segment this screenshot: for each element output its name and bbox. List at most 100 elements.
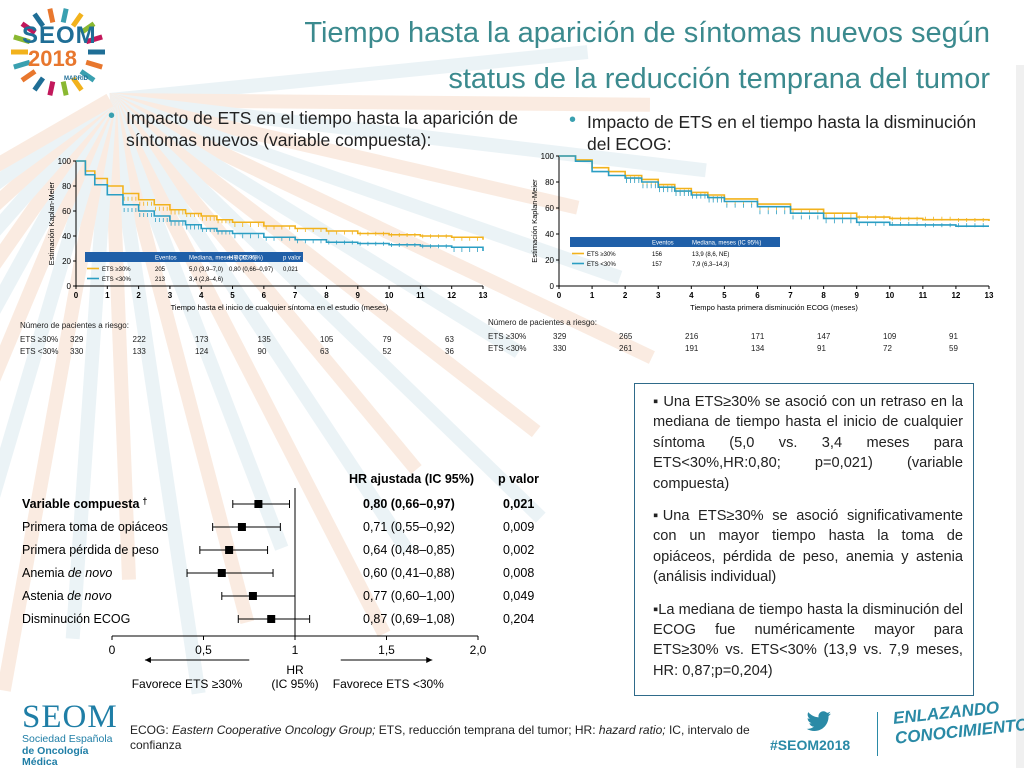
y-tick-label: 40 — [545, 230, 554, 239]
footnote-part: ECOG: — [130, 723, 173, 737]
logo-city-text: MADRID — [64, 76, 88, 82]
risk-cell: 36 — [445, 347, 454, 356]
risk-cell: 52 — [382, 347, 392, 356]
forest-tick-label: 1,5 — [378, 643, 395, 657]
background-ray — [109, 93, 651, 112]
background-ray — [0, 95, 116, 236]
legend-value: 13,9 (8,6, NE) — [692, 252, 729, 258]
logo-ray — [60, 81, 69, 96]
summary-point-3-text: La mediana de tiempo hasta la disminució… — [653, 601, 963, 679]
background-ray — [104, 95, 422, 475]
legend-header: Mediana, meses (IC95%) — [189, 256, 257, 262]
seom-subtitle-2: de Oncología Médica — [22, 744, 89, 768]
y-tick-label: 20 — [545, 256, 554, 265]
forest-p-text: 0,021 — [503, 497, 534, 511]
risk-cell: 171 — [751, 332, 765, 341]
risk-cell: 222 — [132, 335, 146, 344]
background-ray — [109, 93, 707, 178]
risk-row-label: ETS <30% — [488, 344, 527, 353]
x-tick-label: 13 — [479, 291, 488, 300]
bullet-right-line2: del ECOG: — [587, 134, 672, 154]
background-ray — [0, 96, 117, 314]
square-bullet-icon: ▪ — [653, 601, 659, 618]
logo-ray — [79, 21, 96, 35]
y-tick-label: 40 — [62, 232, 71, 241]
x-tick-label: 1 — [105, 291, 110, 300]
y-tick-label: 20 — [62, 257, 71, 266]
x-tick-label: 7 — [788, 291, 793, 300]
x-tick-label: 8 — [324, 291, 329, 300]
logo-year-text: 2018 — [28, 46, 77, 71]
background-ray — [106, 93, 655, 364]
x-axis-label: Tiempo hasta primera disminución ECOG (m… — [690, 303, 858, 312]
risk-cell: 147 — [817, 332, 831, 341]
legend-header: Mediana, meses (IC 95%) — [692, 241, 761, 247]
bullet-left: • Impacto de ETS en el tiempo hasta la a… — [108, 105, 536, 151]
legend-label: ETS ≥30% — [587, 252, 616, 258]
forest-hr-text: 0,64 (0,48–0,85) — [363, 543, 455, 557]
forest-xlabel-ci: (IC 95%) — [271, 677, 318, 691]
hr-point — [225, 546, 234, 554]
logo-ray — [32, 12, 46, 28]
forest-hr-text: 0,87 (0,69–1,08) — [363, 612, 455, 626]
twitter-bird-icon[interactable] — [806, 711, 832, 733]
title-line-1: Tiempo hasta la aparición de síntomas nu… — [304, 17, 990, 49]
risk-table-title: Número de pacientes a riesgo: — [20, 321, 129, 330]
footer-divider — [877, 712, 878, 756]
favor-right-label: Favorece ETS <30% — [333, 677, 444, 691]
x-tick-label: 11 — [416, 291, 425, 300]
background-ray — [105, 94, 546, 523]
y-tick-label: 80 — [545, 178, 554, 187]
x-tick-label: 1 — [590, 291, 595, 300]
y-tick-label: 100 — [58, 157, 72, 166]
legend-label: ETS <30% — [102, 277, 132, 283]
forest-row-label: Primera toma de opiáceos — [22, 520, 168, 534]
risk-cell: 105 — [320, 335, 334, 344]
x-tick-label: 8 — [821, 291, 826, 300]
forest-plot: HR ajustada (IC 95%) p valor 0 0,5 1 1,5 2,0 HR… — [22, 472, 539, 691]
summary-point-2: ▪Una ETS≥30% se asoció significativament… — [653, 506, 963, 588]
risk-cell: 133 — [132, 347, 146, 356]
forest-p-text: 0,008 — [503, 566, 534, 580]
risk-cell: 90 — [257, 347, 267, 356]
risk-table-symptoms: Número de pacientes a riesgo: ETS ≥30% 329… — [20, 321, 500, 361]
risk-table-ecog: Número de pacientes a riesgo: ETS ≥30% 329… — [488, 318, 998, 358]
seom-wordmark: SEOM — [22, 699, 118, 735]
forest-p-text: 0,204 — [503, 612, 534, 626]
summary-point-1-text: Una ETS≥30% se asoció con un retraso en … — [653, 394, 963, 492]
hashtag-link[interactable]: #SEOM2018 — [770, 737, 851, 753]
x-tick-label: 10 — [385, 291, 394, 300]
logo-ray — [85, 34, 103, 45]
x-tick-label: 6 — [262, 291, 267, 300]
hr-point — [237, 523, 246, 531]
background-ray — [103, 96, 391, 637]
risk-cell: 63 — [320, 347, 329, 356]
logo-ray — [70, 76, 84, 92]
legend-value: 205 — [155, 267, 166, 273]
risk-cell: 265 — [619, 332, 633, 341]
background-ray — [0, 98, 117, 692]
background-ray — [104, 96, 414, 555]
legend-header: Eventos — [652, 241, 674, 247]
risk-cell: 191 — [685, 344, 699, 353]
km-curve-ets-ge30 — [76, 160, 484, 240]
x-tick-label: 5 — [722, 291, 727, 300]
logo-ray — [47, 8, 56, 23]
forest-p-text: 0,049 — [503, 589, 534, 603]
legend-header-bar — [570, 237, 780, 247]
risk-cell: 329 — [553, 332, 567, 341]
x-tick-label: 6 — [755, 291, 760, 300]
risk-cell: 72 — [883, 344, 892, 353]
x-tick-label: 0 — [74, 291, 79, 300]
scroll-edge — [1016, 65, 1024, 768]
risk-cell: 91 — [949, 332, 958, 341]
background-ray — [103, 99, 136, 580]
logo-ray — [79, 69, 96, 83]
risk-cell: 135 — [257, 335, 271, 344]
bullet-right: • Impacto de ETS en el tiempo hasta la d… — [569, 109, 997, 155]
legend-value: 5,0 (3,9–7,0) — [189, 267, 223, 273]
background-ray — [107, 93, 623, 285]
forest-hr-text: 0,71 (0,55–0,92) — [363, 520, 455, 534]
legend-header-bar — [85, 252, 303, 262]
legend-value: 0,021 — [283, 267, 299, 273]
